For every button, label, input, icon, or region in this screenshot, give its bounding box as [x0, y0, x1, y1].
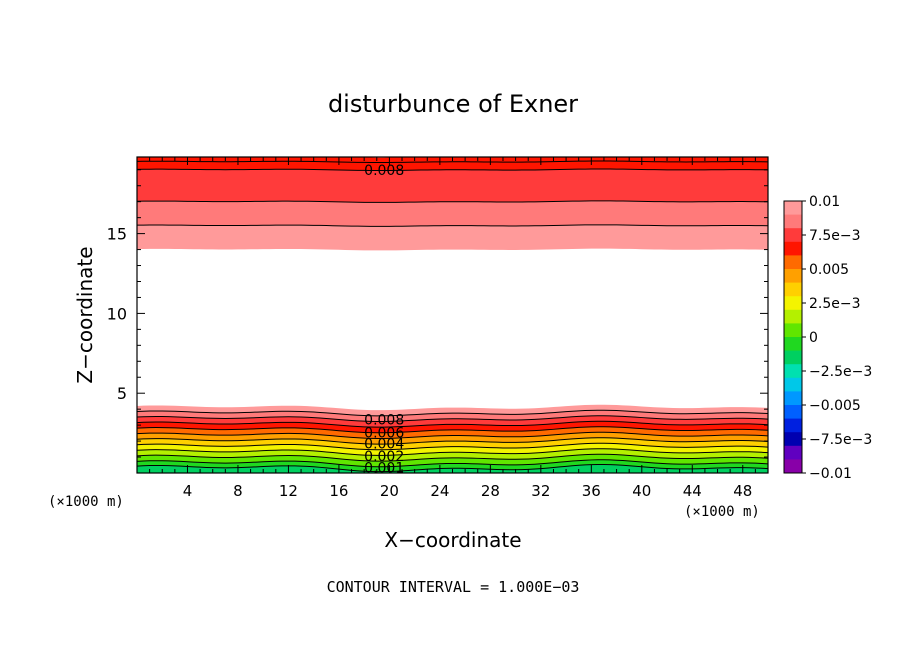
upper-contour-line-1 — [137, 168, 768, 171]
colorbar-swatch-14 — [784, 391, 802, 406]
x-axis: 4 8 12 16 20 24 28 32 36 40 44 48 — [136, 157, 769, 500]
upper-band-4 — [137, 224, 768, 251]
colorbar-swatch-18 — [784, 445, 802, 460]
upper-band-3 — [137, 201, 768, 227]
colorbar: 0.01 7.5e−3 0.005 2.5e−3 0 −2.5e−3 −0.005 −7.5e… — [783, 194, 872, 482]
contour-label-0: 0.008 — [364, 163, 404, 179]
contour-lines — [137, 160, 768, 473]
lower-band-0 — [137, 404, 768, 416]
contour-label-5: 0.001 — [364, 460, 404, 476]
x-unit-left: (×1000 m) — [48, 494, 124, 510]
x-tick-label-1: 8 — [233, 482, 243, 500]
lower-band-9 — [137, 454, 768, 467]
lower-band-1 — [137, 410, 768, 422]
colorbar-swatch-6 — [784, 282, 802, 297]
colorbar-swatch-15 — [784, 405, 802, 420]
colorbar-swatch-1 — [784, 214, 802, 229]
contour-fill — [137, 157, 768, 473]
colorbar-label-2: 0.005 — [809, 262, 849, 278]
colorbar-swatch-13 — [784, 377, 802, 392]
x-tick-label-10: 44 — [683, 482, 702, 500]
lower-band-10 — [137, 459, 768, 472]
contour-label-4: 0.002 — [364, 449, 404, 465]
colorbar-label-4: 0 — [809, 330, 818, 346]
colorbar-label-1: 7.5e−3 — [809, 228, 861, 244]
lower-contour-line-7 — [137, 442, 768, 451]
x-tick-label-11: 48 — [733, 482, 752, 500]
x-tick-label-0: 4 — [183, 482, 193, 500]
colorbar-swatch-16 — [784, 418, 802, 433]
colorbar-swatch-12 — [784, 364, 802, 379]
x-tick-label-3: 16 — [329, 482, 348, 500]
y-axis: 5 10 15 — [107, 169, 768, 458]
y-tick-label-2: 15 — [107, 225, 127, 244]
lower-band-7 — [137, 443, 768, 456]
x-tick-label-4: 20 — [380, 482, 399, 500]
x-tick-label-9: 40 — [632, 482, 651, 500]
colorbar-swatch-4 — [784, 255, 802, 270]
lower-band-2 — [137, 415, 768, 428]
lower-contour-line-3 — [137, 420, 768, 428]
x-axis-label: X−coordinate — [384, 528, 521, 552]
lower-band-4 — [137, 426, 768, 439]
x-tick-label-2: 12 — [279, 482, 298, 500]
colorbar-swatch-11 — [784, 350, 802, 365]
x-unit-right: (×1000 m) — [684, 504, 760, 520]
lower-contour-line-11 — [137, 464, 768, 473]
x-tick-label-5: 24 — [430, 482, 449, 500]
colorbar-label-8: −0.01 — [809, 466, 852, 482]
colorbar-swatch-19 — [784, 459, 802, 474]
lower-contour-line-2 — [137, 415, 768, 422]
x-tick-label-6: 28 — [481, 482, 500, 500]
colorbar-label-3: 2.5e−3 — [809, 296, 861, 312]
colorbar-swatch-10 — [784, 337, 802, 352]
lower-contour-line-5 — [137, 431, 768, 439]
y-tick-label-0: 5 — [117, 384, 127, 403]
x-tick-label-8: 36 — [582, 482, 601, 500]
contour-interval-note: CONTOUR INTERVAL = 1.000E−03 — [327, 578, 580, 596]
lower-contour-line-4 — [137, 426, 768, 434]
colorbar-swatch-0 — [784, 201, 802, 216]
upper-band-1 — [137, 161, 768, 171]
lower-band-11 — [137, 464, 768, 473]
lower-contour-line-8 — [137, 448, 768, 456]
colorbar-swatch-5 — [784, 269, 802, 284]
colorbar-swatch-8 — [784, 309, 802, 324]
lower-band-8 — [137, 448, 768, 462]
contour-label-3: 0.004 — [364, 436, 404, 452]
lower-band-5 — [137, 432, 768, 445]
lower-contour-line-10 — [137, 459, 768, 468]
upper-contour-line-2 — [137, 200, 768, 203]
lower-band-3 — [137, 421, 768, 433]
colorbar-swatch-9 — [784, 323, 802, 338]
lower-contour-line-1 — [137, 409, 768, 417]
colorbar-label-0: 0.01 — [809, 194, 840, 210]
y-tick-label-1: 10 — [107, 304, 127, 323]
upper-contour-line-0 — [137, 160, 768, 164]
upper-band-2 — [137, 169, 768, 203]
contour-label-1: 0.008 — [364, 413, 404, 429]
colorbar-swatch-17 — [784, 432, 802, 447]
colorbar-swatch-2 — [784, 228, 802, 243]
colorbar-swatch-7 — [784, 296, 802, 311]
x-tick-label-7: 32 — [531, 482, 550, 500]
lower-contour-line-6 — [137, 437, 768, 445]
y-axis-label: Z−coordinate — [73, 246, 97, 383]
upper-contour-line-3 — [137, 224, 768, 227]
chart-title: disturbunce of Exner — [328, 90, 578, 118]
colorbar-label-5: −2.5e−3 — [809, 364, 872, 380]
lower-contour-line-9 — [137, 453, 768, 462]
colorbar-swatch-3 — [784, 241, 802, 256]
contour-label-2: 0.006 — [364, 425, 404, 441]
colorbar-label-6: −0.005 — [809, 398, 861, 414]
colorbar-label-7: −7.5e−3 — [809, 432, 872, 448]
lower-band-6 — [137, 437, 768, 450]
